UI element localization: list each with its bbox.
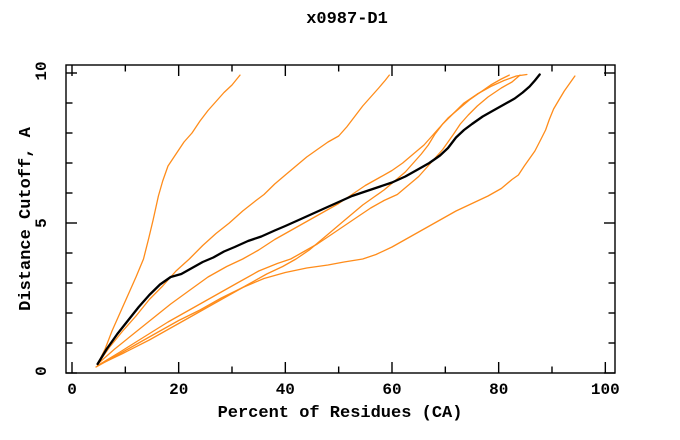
x-tick-label-40: 40 [276,381,295,399]
chart-title: x0987-D1 [306,10,388,29]
curve-orange-2 [96,74,390,365]
axis-frame [65,64,616,374]
curve-black [96,73,541,366]
curve-orange-1 [96,74,241,365]
y-tick-label-0: 0 [33,366,51,376]
x-axis-label: Percent of Residues (CA) [218,404,463,423]
x-tick-label-100: 100 [591,381,620,399]
plot-area [65,64,616,374]
y-axis-label: Distance Cutoff, A [17,126,36,310]
curve-orange-6 [95,75,576,368]
x-tick-label-0: 0 [67,381,77,399]
curve-orange-5 [96,73,528,367]
x-tick-label-20: 20 [169,381,188,399]
curve-orange-4 [96,74,521,367]
y-tick-label-10: 10 [33,61,51,80]
y-tick-label-5: 5 [33,218,51,228]
x-tick-label-60: 60 [382,381,401,399]
x-tick-label-80: 80 [489,381,508,399]
